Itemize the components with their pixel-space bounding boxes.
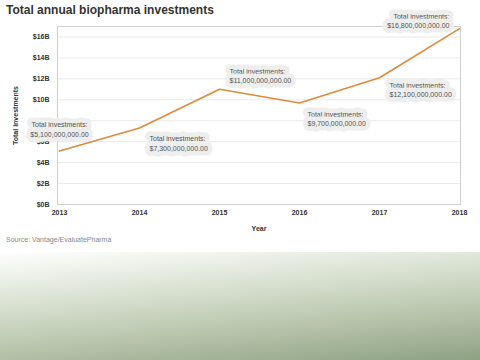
html-text:Source: Vantage/EvaluatePharma: Source: Vantage/EvaluatePharma <box>6 236 112 243</box>
svg-text:Total investments:$16,800,000,: Total investments:$16,800,000,000.00 <box>387 13 449 29</box>
svg-text:Total investments:$12,100,000,: Total investments:$12,100,000,000.00 <box>390 82 452 98</box>
svg-text:$10B: $10B <box>33 96 50 104</box>
svg-text:Year: Year <box>252 225 267 232</box>
svg-text:2014: 2014 <box>132 209 148 216</box>
svg-text:2017: 2017 <box>372 209 388 216</box>
svg-text:Total investments:$5,100,000,0: Total investments:$5,100,000,000.00 <box>30 121 88 137</box>
svg-text:2013: 2013 <box>52 209 68 216</box>
svg-text:2015: 2015 <box>212 209 228 216</box>
svg-text:Total investments: Total investments <box>12 86 19 145</box>
svg-text:$0B: $0B <box>37 201 50 209</box>
svg-text:Total investments:$7,300,000,0: Total investments:$7,300,000,000.00 <box>150 135 208 151</box>
svg-text:$16B: $16B <box>33 33 50 41</box>
svg-text:$6B: $6B <box>37 138 50 146</box>
svg-text:Total investments:$9,700,000,0: Total investments:$9,700,000,000.00 <box>308 111 366 127</box>
svg-text:$4B: $4B <box>37 159 50 167</box>
svg-text:$2B: $2B <box>37 180 50 188</box>
svg-text:2018: 2018 <box>452 209 468 216</box>
svg-text:$14B: $14B <box>33 54 50 62</box>
svg-text:2016: 2016 <box>292 209 308 216</box>
html-text:Total annual biopharma investm: Total annual biopharma investments <box>6 3 214 17</box>
svg-text:$12B: $12B <box>33 75 50 83</box>
svg-text:Total investments:$11,000,000,: Total investments:$11,000,000,000.00 <box>230 68 292 84</box>
